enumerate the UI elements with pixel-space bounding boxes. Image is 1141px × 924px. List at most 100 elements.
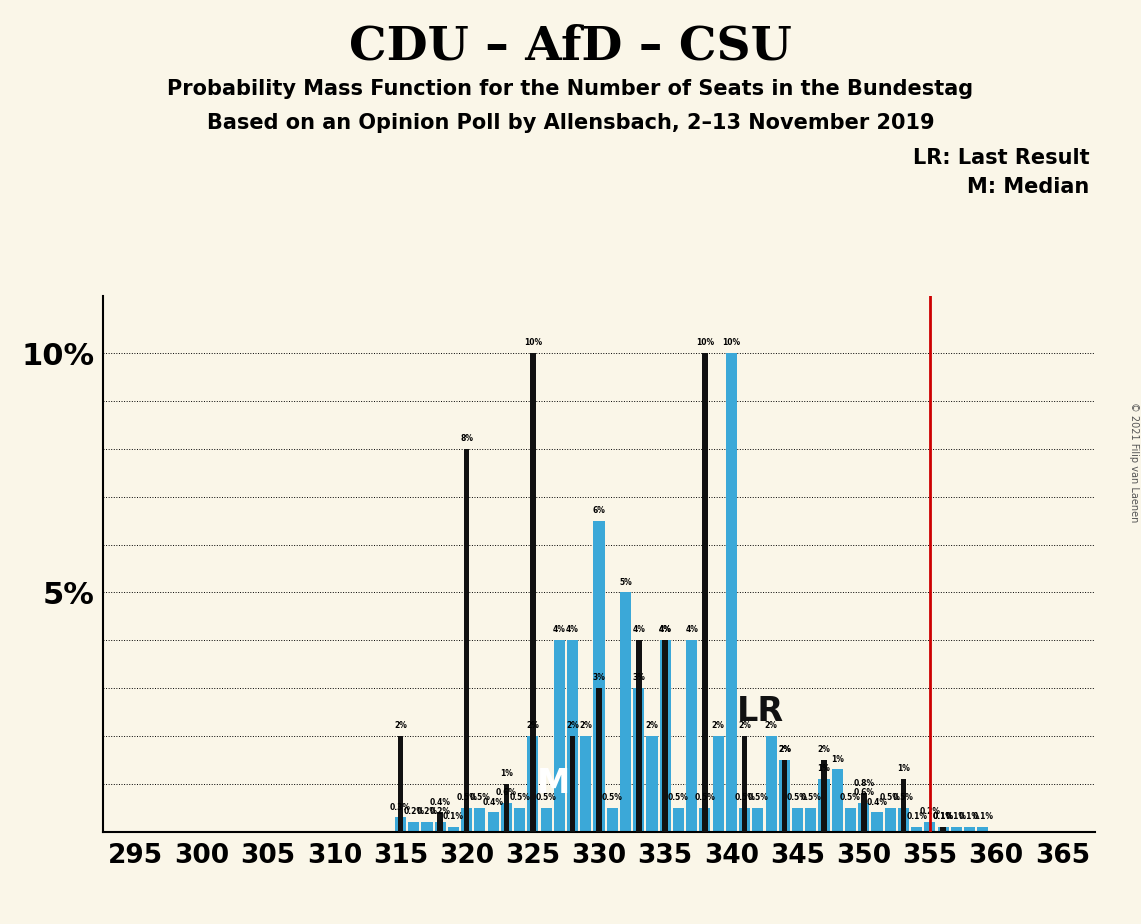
Text: 4%: 4%	[632, 626, 645, 635]
Bar	[766, 736, 777, 832]
Text: 2%: 2%	[764, 721, 777, 730]
Bar	[464, 449, 469, 832]
Text: 10%: 10%	[696, 338, 714, 347]
Bar	[950, 827, 962, 832]
Bar	[597, 688, 601, 832]
Text: 0.1%: 0.1%	[932, 812, 954, 821]
Text: 0.1%: 0.1%	[960, 812, 980, 821]
Text: 0.5%: 0.5%	[880, 793, 900, 802]
Text: 0.1%: 0.1%	[443, 812, 464, 821]
Text: 0.4%: 0.4%	[483, 797, 503, 807]
Text: 0.5%: 0.5%	[800, 793, 822, 802]
Text: 0.3%: 0.3%	[390, 803, 411, 811]
Text: 2%: 2%	[778, 745, 791, 754]
Text: 0.2%: 0.2%	[430, 808, 451, 816]
Text: 0.1%: 0.1%	[972, 812, 994, 821]
Bar	[569, 736, 575, 832]
Text: 0.4%: 0.4%	[866, 797, 888, 807]
Text: 0.2%: 0.2%	[416, 808, 437, 816]
Bar	[553, 640, 565, 832]
Text: 1%: 1%	[818, 764, 831, 773]
Text: 0.2%: 0.2%	[920, 808, 940, 816]
Text: 4%: 4%	[658, 626, 672, 635]
Bar	[861, 794, 866, 832]
Text: 0.5%: 0.5%	[667, 793, 689, 802]
Bar	[435, 822, 446, 832]
Bar	[633, 688, 645, 832]
Text: 0.6%: 0.6%	[853, 788, 874, 797]
Text: 0.5%: 0.5%	[509, 793, 531, 802]
Text: 1%: 1%	[897, 764, 909, 773]
Text: 0.5%: 0.5%	[601, 793, 623, 802]
Bar	[620, 592, 631, 832]
Text: 3%: 3%	[632, 674, 645, 682]
Text: © 2021 Filip van Laenen: © 2021 Filip van Laenen	[1128, 402, 1139, 522]
Bar	[858, 803, 869, 832]
Bar	[822, 760, 827, 832]
Bar	[421, 822, 432, 832]
Text: 5%: 5%	[620, 578, 632, 587]
Text: 2%: 2%	[526, 721, 540, 730]
Text: Based on an Opinion Poll by Allensbach, 2–13 November 2019: Based on an Opinion Poll by Allensbach, …	[207, 113, 934, 133]
Bar	[938, 827, 948, 832]
Text: 3%: 3%	[592, 674, 606, 682]
Bar	[395, 817, 406, 832]
Bar	[912, 827, 922, 832]
Text: 0.8%: 0.8%	[853, 779, 874, 787]
Text: 2%: 2%	[778, 745, 791, 754]
Text: 2%: 2%	[566, 721, 578, 730]
Text: LR: LR	[737, 696, 784, 728]
Bar	[978, 827, 988, 832]
Bar	[806, 808, 816, 832]
Text: 0.5%: 0.5%	[695, 793, 715, 802]
Text: 8%: 8%	[460, 434, 474, 444]
Text: 0.5%: 0.5%	[893, 793, 914, 802]
Bar	[501, 803, 512, 832]
Text: 10%: 10%	[722, 338, 741, 347]
Text: 2%: 2%	[394, 721, 407, 730]
Bar	[782, 760, 787, 832]
Bar	[845, 808, 856, 832]
Bar	[567, 640, 578, 832]
Bar	[408, 822, 419, 832]
Bar	[779, 760, 790, 832]
Bar	[742, 736, 747, 832]
Text: 0.1%: 0.1%	[932, 812, 954, 821]
Text: CDU – AfD – CSU: CDU – AfD – CSU	[349, 23, 792, 69]
Text: M: M	[536, 767, 570, 800]
Text: 0.2%: 0.2%	[403, 808, 424, 816]
Bar	[686, 640, 697, 832]
Text: 2%: 2%	[818, 745, 831, 754]
Text: 4%: 4%	[566, 626, 578, 635]
Bar	[900, 779, 906, 832]
Bar	[713, 736, 723, 832]
Text: 0.5%: 0.5%	[734, 793, 755, 802]
Text: 1%: 1%	[831, 755, 843, 763]
Text: 2%: 2%	[646, 721, 658, 730]
Bar	[531, 353, 535, 832]
Bar	[752, 808, 763, 832]
Text: 0.6%: 0.6%	[496, 788, 517, 797]
Bar	[739, 808, 750, 832]
Bar	[581, 736, 591, 832]
Bar	[475, 808, 485, 832]
Bar	[699, 808, 711, 832]
Bar	[398, 736, 403, 832]
Bar	[924, 822, 936, 832]
Text: 10%: 10%	[524, 338, 542, 347]
Bar	[487, 812, 499, 832]
Bar	[636, 640, 641, 832]
Text: 0.4%: 0.4%	[430, 797, 451, 807]
Bar	[437, 812, 443, 832]
Bar	[726, 353, 737, 832]
Text: 0.5%: 0.5%	[469, 793, 491, 802]
Bar	[702, 353, 707, 832]
Text: M: Median: M: Median	[968, 177, 1090, 198]
Bar	[663, 640, 667, 832]
Text: 0.5%: 0.5%	[787, 793, 808, 802]
Text: 0.5%: 0.5%	[840, 793, 861, 802]
Text: 0.1%: 0.1%	[946, 812, 966, 821]
Bar	[792, 808, 803, 832]
Text: 0.5%: 0.5%	[535, 793, 557, 802]
Bar	[832, 770, 843, 832]
